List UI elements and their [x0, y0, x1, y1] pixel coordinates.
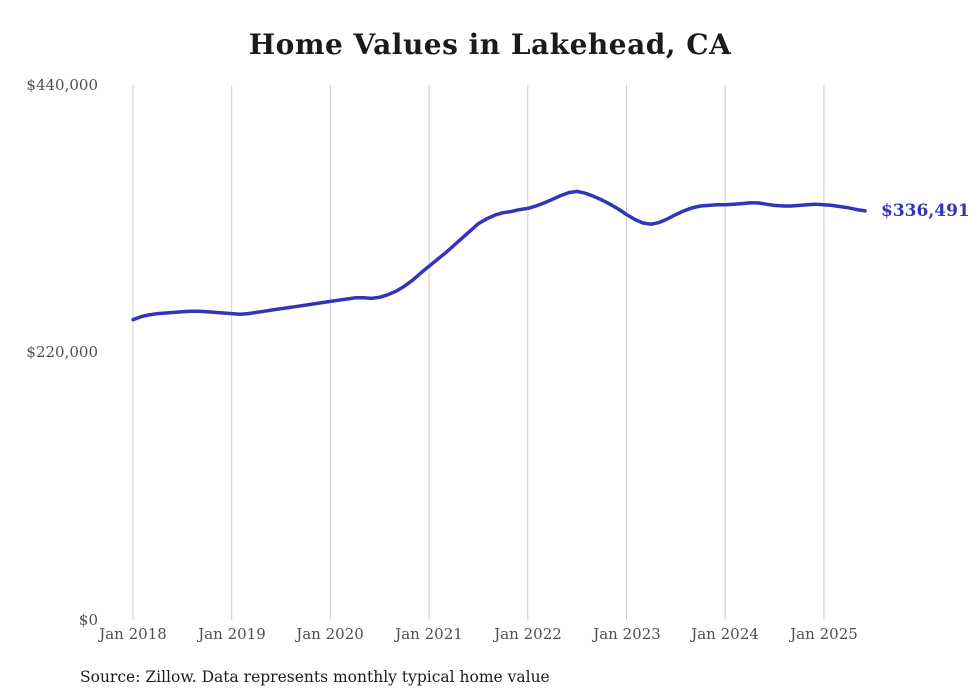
x-tick-jan-2018: Jan 2018: [99, 625, 167, 643]
x-tick-jan-2024: Jan 2024: [691, 625, 759, 643]
x-tick-jan-2025: Jan 2025: [790, 625, 858, 643]
chart-title: Home Values in Lakehead, CA: [248, 28, 732, 61]
y-tick-0: $0: [78, 611, 98, 629]
y-tick-220000: $220,000: [26, 343, 98, 361]
source-note: Source: Zillow. Data represents monthly …: [80, 668, 550, 686]
x-tick-jan-2023: Jan 2023: [593, 625, 661, 643]
x-tick-jan-2022: Jan 2022: [494, 625, 562, 643]
x-tick-jan-2021: Jan 2021: [395, 625, 463, 643]
x-tick-jan-2019: Jan 2019: [198, 625, 266, 643]
current-value-label: $336,491: [881, 200, 970, 221]
x-tick-jan-2020: Jan 2020: [296, 625, 364, 643]
home-value-line: [131, 189, 867, 322]
y-tick-440000: $440,000: [26, 76, 98, 94]
